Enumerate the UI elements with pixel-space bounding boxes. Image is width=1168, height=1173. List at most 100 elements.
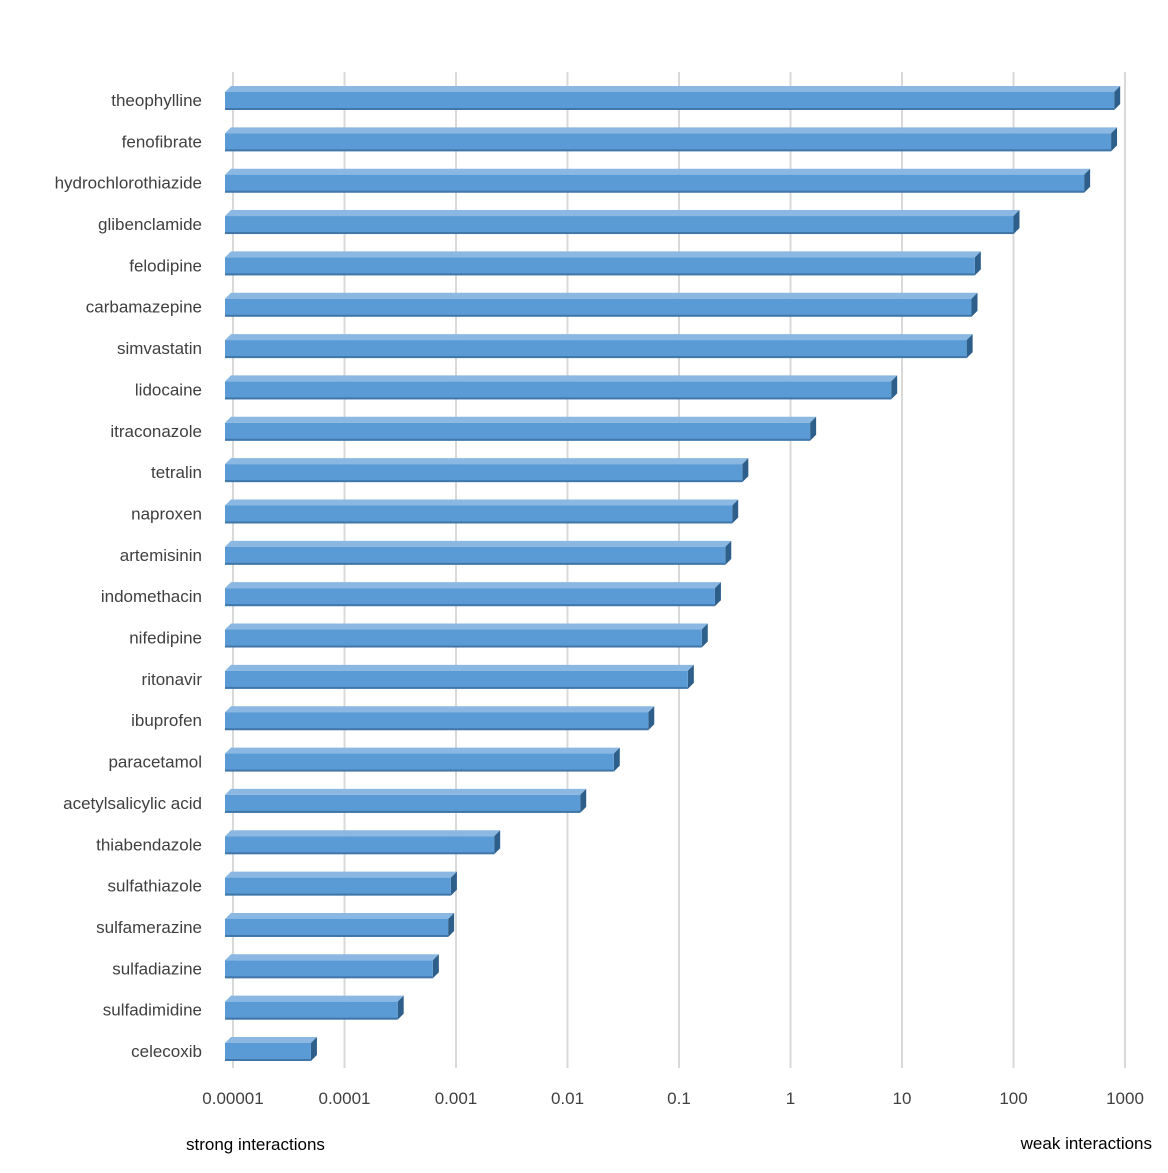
- bar-front-face: [225, 588, 715, 607]
- category-label: acetylsalicylic acid: [63, 794, 202, 813]
- bar-side-face: [974, 251, 981, 276]
- bar-shade: [225, 480, 743, 483]
- bar-shade: [225, 645, 702, 648]
- bar: [225, 375, 898, 400]
- bar-top-face: [225, 706, 655, 713]
- bar: [225, 499, 739, 524]
- bar-front-face: [225, 1001, 398, 1020]
- bar-shade: [225, 108, 1115, 110]
- bar-top-face: [225, 664, 694, 671]
- x-tick-label: 0.0001: [319, 1089, 371, 1108]
- bar-side-face: [1114, 86, 1121, 110]
- bar-top-face: [225, 334, 973, 341]
- bar-top-face: [225, 788, 587, 795]
- category-label: nifedipine: [129, 629, 202, 648]
- bar-side-face: [580, 788, 587, 813]
- bar-side-face: [1111, 127, 1118, 152]
- category-label: ibuprofen: [131, 711, 202, 730]
- bar: [225, 706, 655, 731]
- category-label: carbamazepine: [86, 298, 202, 317]
- bar-top-face: [225, 995, 404, 1002]
- category-label: simvastatin: [117, 339, 202, 358]
- bar-shade: [225, 810, 581, 813]
- bar-front-face: [225, 92, 1115, 110]
- category-label: sulfamerazine: [96, 918, 202, 937]
- bar: [225, 830, 501, 855]
- bar-top-face: [225, 458, 749, 465]
- bar-top-face: [225, 954, 439, 961]
- bar-side-face: [732, 499, 739, 524]
- bar: [225, 334, 973, 359]
- bars: [225, 86, 1121, 1061]
- bar: [225, 86, 1121, 110]
- bar-shade: [225, 1059, 311, 1061]
- bar-side-face: [448, 912, 455, 937]
- bar-top-face: [225, 210, 1020, 217]
- category-label: itraconazole: [110, 422, 202, 441]
- bar: [225, 788, 587, 813]
- x-tick-label: 0.01: [551, 1089, 584, 1108]
- bar-shade: [225, 934, 449, 937]
- bar-front-face: [225, 174, 1085, 193]
- bar: [225, 458, 749, 483]
- bar-side-face: [1013, 210, 1020, 235]
- gridlines: [232, 72, 1126, 1068]
- bar: [225, 540, 732, 565]
- bar-side-face: [494, 830, 501, 855]
- bar-top-face: [225, 127, 1118, 134]
- bar-side-face: [891, 375, 898, 400]
- bar-shade: [225, 562, 726, 565]
- bar-front-face: [225, 877, 451, 896]
- category-label: ritonavir: [142, 670, 203, 689]
- category-label: hydrochlorothiazide: [55, 174, 202, 193]
- x-tick-label: 0.001: [435, 1089, 478, 1108]
- bar-side-face: [687, 664, 694, 689]
- bar-top-face: [225, 912, 455, 919]
- weak-interactions-label: weak interactions: [1020, 1134, 1152, 1153]
- bar: [225, 954, 439, 979]
- bar-top-face: [225, 251, 981, 258]
- bar-side-face: [966, 334, 973, 359]
- bar-front-face: [225, 216, 1014, 235]
- bar-top-face: [225, 540, 732, 547]
- bar-top-face: [225, 1037, 317, 1043]
- bar: [225, 623, 708, 648]
- bar-side-face: [613, 747, 620, 772]
- bar-top-face: [225, 499, 739, 506]
- bar-front-face: [225, 464, 743, 483]
- bar-front-face: [225, 340, 967, 359]
- bar-shade: [225, 728, 649, 731]
- bar: [225, 1037, 317, 1061]
- bar-side-face: [742, 458, 749, 483]
- bar-shade: [225, 686, 688, 689]
- bar: [225, 664, 694, 689]
- x-tick-label: 1: [786, 1089, 795, 1108]
- bar-shade: [225, 232, 1014, 235]
- bar-shade: [225, 190, 1085, 193]
- bar-front-face: [225, 918, 449, 937]
- bar-top-face: [225, 623, 708, 630]
- bar-shade: [225, 769, 614, 772]
- bar-front-face: [225, 960, 433, 979]
- category-label: thiabendazole: [96, 835, 202, 854]
- x-tick-label: 1000: [1106, 1089, 1144, 1108]
- bar-shade: [225, 149, 1112, 152]
- x-tick-label: 0.00001: [202, 1089, 263, 1108]
- bar-front-face: [225, 505, 733, 524]
- bar-front-face: [225, 670, 688, 689]
- bar: [225, 995, 404, 1020]
- bar-top-face: [225, 168, 1091, 175]
- bar-front-face: [225, 298, 972, 317]
- bar: [225, 168, 1091, 193]
- bar: [225, 912, 455, 937]
- bar-side-face: [810, 416, 817, 441]
- bar-side-face: [648, 706, 655, 731]
- bar-side-face: [432, 954, 439, 979]
- bar: [225, 210, 1020, 235]
- bar-front-face: [225, 753, 614, 772]
- bar: [225, 582, 721, 607]
- bar-top-face: [225, 747, 620, 754]
- bar-shade: [225, 273, 975, 276]
- bar-shade: [225, 976, 433, 979]
- category-labels: theophylline fenofibrate hydrochlorothiazi…: [55, 91, 203, 1061]
